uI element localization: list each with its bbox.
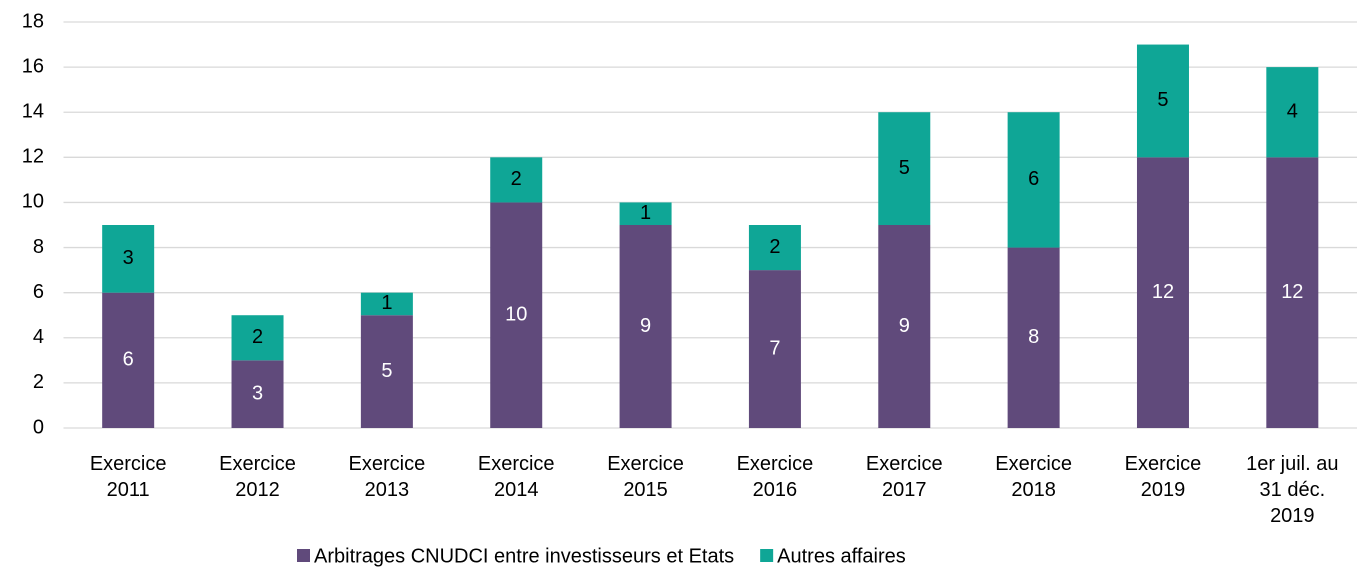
x-tick-line: 2019: [1270, 505, 1315, 527]
y-tick-label: 2: [33, 371, 44, 393]
x-tick-line: 1er juil. au: [1246, 453, 1338, 475]
bar-segment: [360, 315, 413, 428]
x-tick-line: Exercice: [90, 453, 167, 475]
y-tick-label: 12: [22, 146, 44, 168]
bar-segment: [1007, 247, 1060, 428]
bar-segment: [490, 202, 543, 428]
x-tick-line: 2015: [623, 479, 668, 501]
bar-segment: [102, 225, 155, 293]
x-tick-line: Exercice: [478, 453, 555, 475]
x-tick-line: Exercice: [607, 453, 684, 475]
data-label: 12: [1152, 281, 1174, 303]
x-tick-line: Exercice: [737, 453, 814, 475]
legend-swatch: [297, 549, 310, 562]
x-tick-line: Exercice: [1125, 453, 1202, 475]
data-label: 2: [252, 326, 263, 348]
x-tick-line: 2012: [235, 479, 280, 501]
bar-segment: [231, 315, 284, 361]
bar-segment: [748, 225, 801, 271]
data-label: 5: [899, 157, 910, 179]
y-tick-label: 4: [33, 326, 44, 348]
bar-segment: [1007, 112, 1060, 248]
bar-segment: [878, 112, 931, 225]
bar-segment: [490, 157, 543, 203]
legend-label: Autres affaires: [777, 545, 906, 567]
x-tick-line: 2017: [882, 479, 927, 501]
x-tick-label: Exercice 2019: [1125, 453, 1202, 501]
bar-segment: [231, 360, 284, 428]
x-tick-label: Exercice 2018: [995, 453, 1072, 501]
x-tick-label: Exercice 2014: [478, 453, 555, 501]
x-tick-line: Exercice: [866, 453, 943, 475]
data-label: 5: [1157, 89, 1168, 111]
data-label: 3: [123, 247, 134, 269]
x-tick-label: Exercice 2013: [349, 453, 426, 501]
x-tick-label: Exercice 2012: [219, 453, 296, 501]
data-label: 9: [899, 315, 910, 337]
x-tick-line: 2018: [1011, 479, 1056, 501]
y-tick-label: 0: [33, 416, 44, 438]
y-tick-label: 16: [22, 55, 44, 77]
bar-segment: [102, 292, 155, 428]
data-label: 5: [381, 360, 392, 382]
bar-segment: [1266, 67, 1319, 158]
data-label: 12: [1281, 281, 1303, 303]
bar-segment: [1136, 44, 1189, 158]
data-label: 6: [123, 349, 134, 371]
y-tick-label: 18: [22, 10, 44, 32]
data-label: 1: [381, 292, 392, 314]
bar-segment: [878, 225, 931, 428]
bar-segment: [1136, 157, 1189, 429]
bar-segment: [748, 270, 801, 428]
x-tick-label: Exercice 2015: [607, 453, 684, 501]
x-tick-label: 1er juil. au 31 déc. 2019: [1246, 453, 1338, 527]
bar-segment: [619, 202, 672, 225]
y-tick-label: 14: [22, 101, 44, 123]
y-tick-label: 6: [33, 281, 44, 303]
x-tick-label: Exercice 2016: [737, 453, 814, 501]
bar-segment: [1266, 157, 1319, 429]
x-tick-line: 2016: [753, 479, 798, 501]
y-tick-label: 10: [22, 191, 44, 213]
data-label: 7: [769, 337, 780, 359]
x-tick-line: Exercice: [219, 453, 296, 475]
y-tick-label: 8: [33, 236, 44, 258]
bar-segment: [619, 225, 672, 428]
x-tick-line: 2019: [1141, 479, 1186, 501]
x-tick-label: Exercice 2011: [90, 453, 167, 501]
data-label: 8: [1028, 326, 1039, 348]
legend-swatch: [760, 549, 774, 562]
x-tick-label: Exercice 2017: [866, 453, 943, 501]
x-tick-line: 2014: [494, 479, 539, 501]
data-label: 6: [1028, 168, 1039, 190]
x-tick-line: Exercice: [349, 453, 426, 475]
data-label: 3: [252, 382, 263, 404]
data-label: 2: [511, 168, 522, 190]
data-label: 4: [1287, 101, 1298, 123]
data-label: 2: [769, 236, 780, 258]
x-tick-line: 2011: [107, 479, 150, 501]
bar-segment: [360, 292, 413, 316]
x-tick-line: 31 déc.: [1260, 479, 1326, 501]
data-label: 1: [640, 202, 651, 224]
x-tick-line: 2013: [365, 479, 410, 501]
data-label: 10: [505, 304, 527, 326]
legend-label: Arbitrages CNUDCI entre investisseurs et…: [314, 545, 734, 567]
data-label: 9: [640, 315, 651, 337]
x-tick-line: Exercice: [995, 453, 1072, 475]
